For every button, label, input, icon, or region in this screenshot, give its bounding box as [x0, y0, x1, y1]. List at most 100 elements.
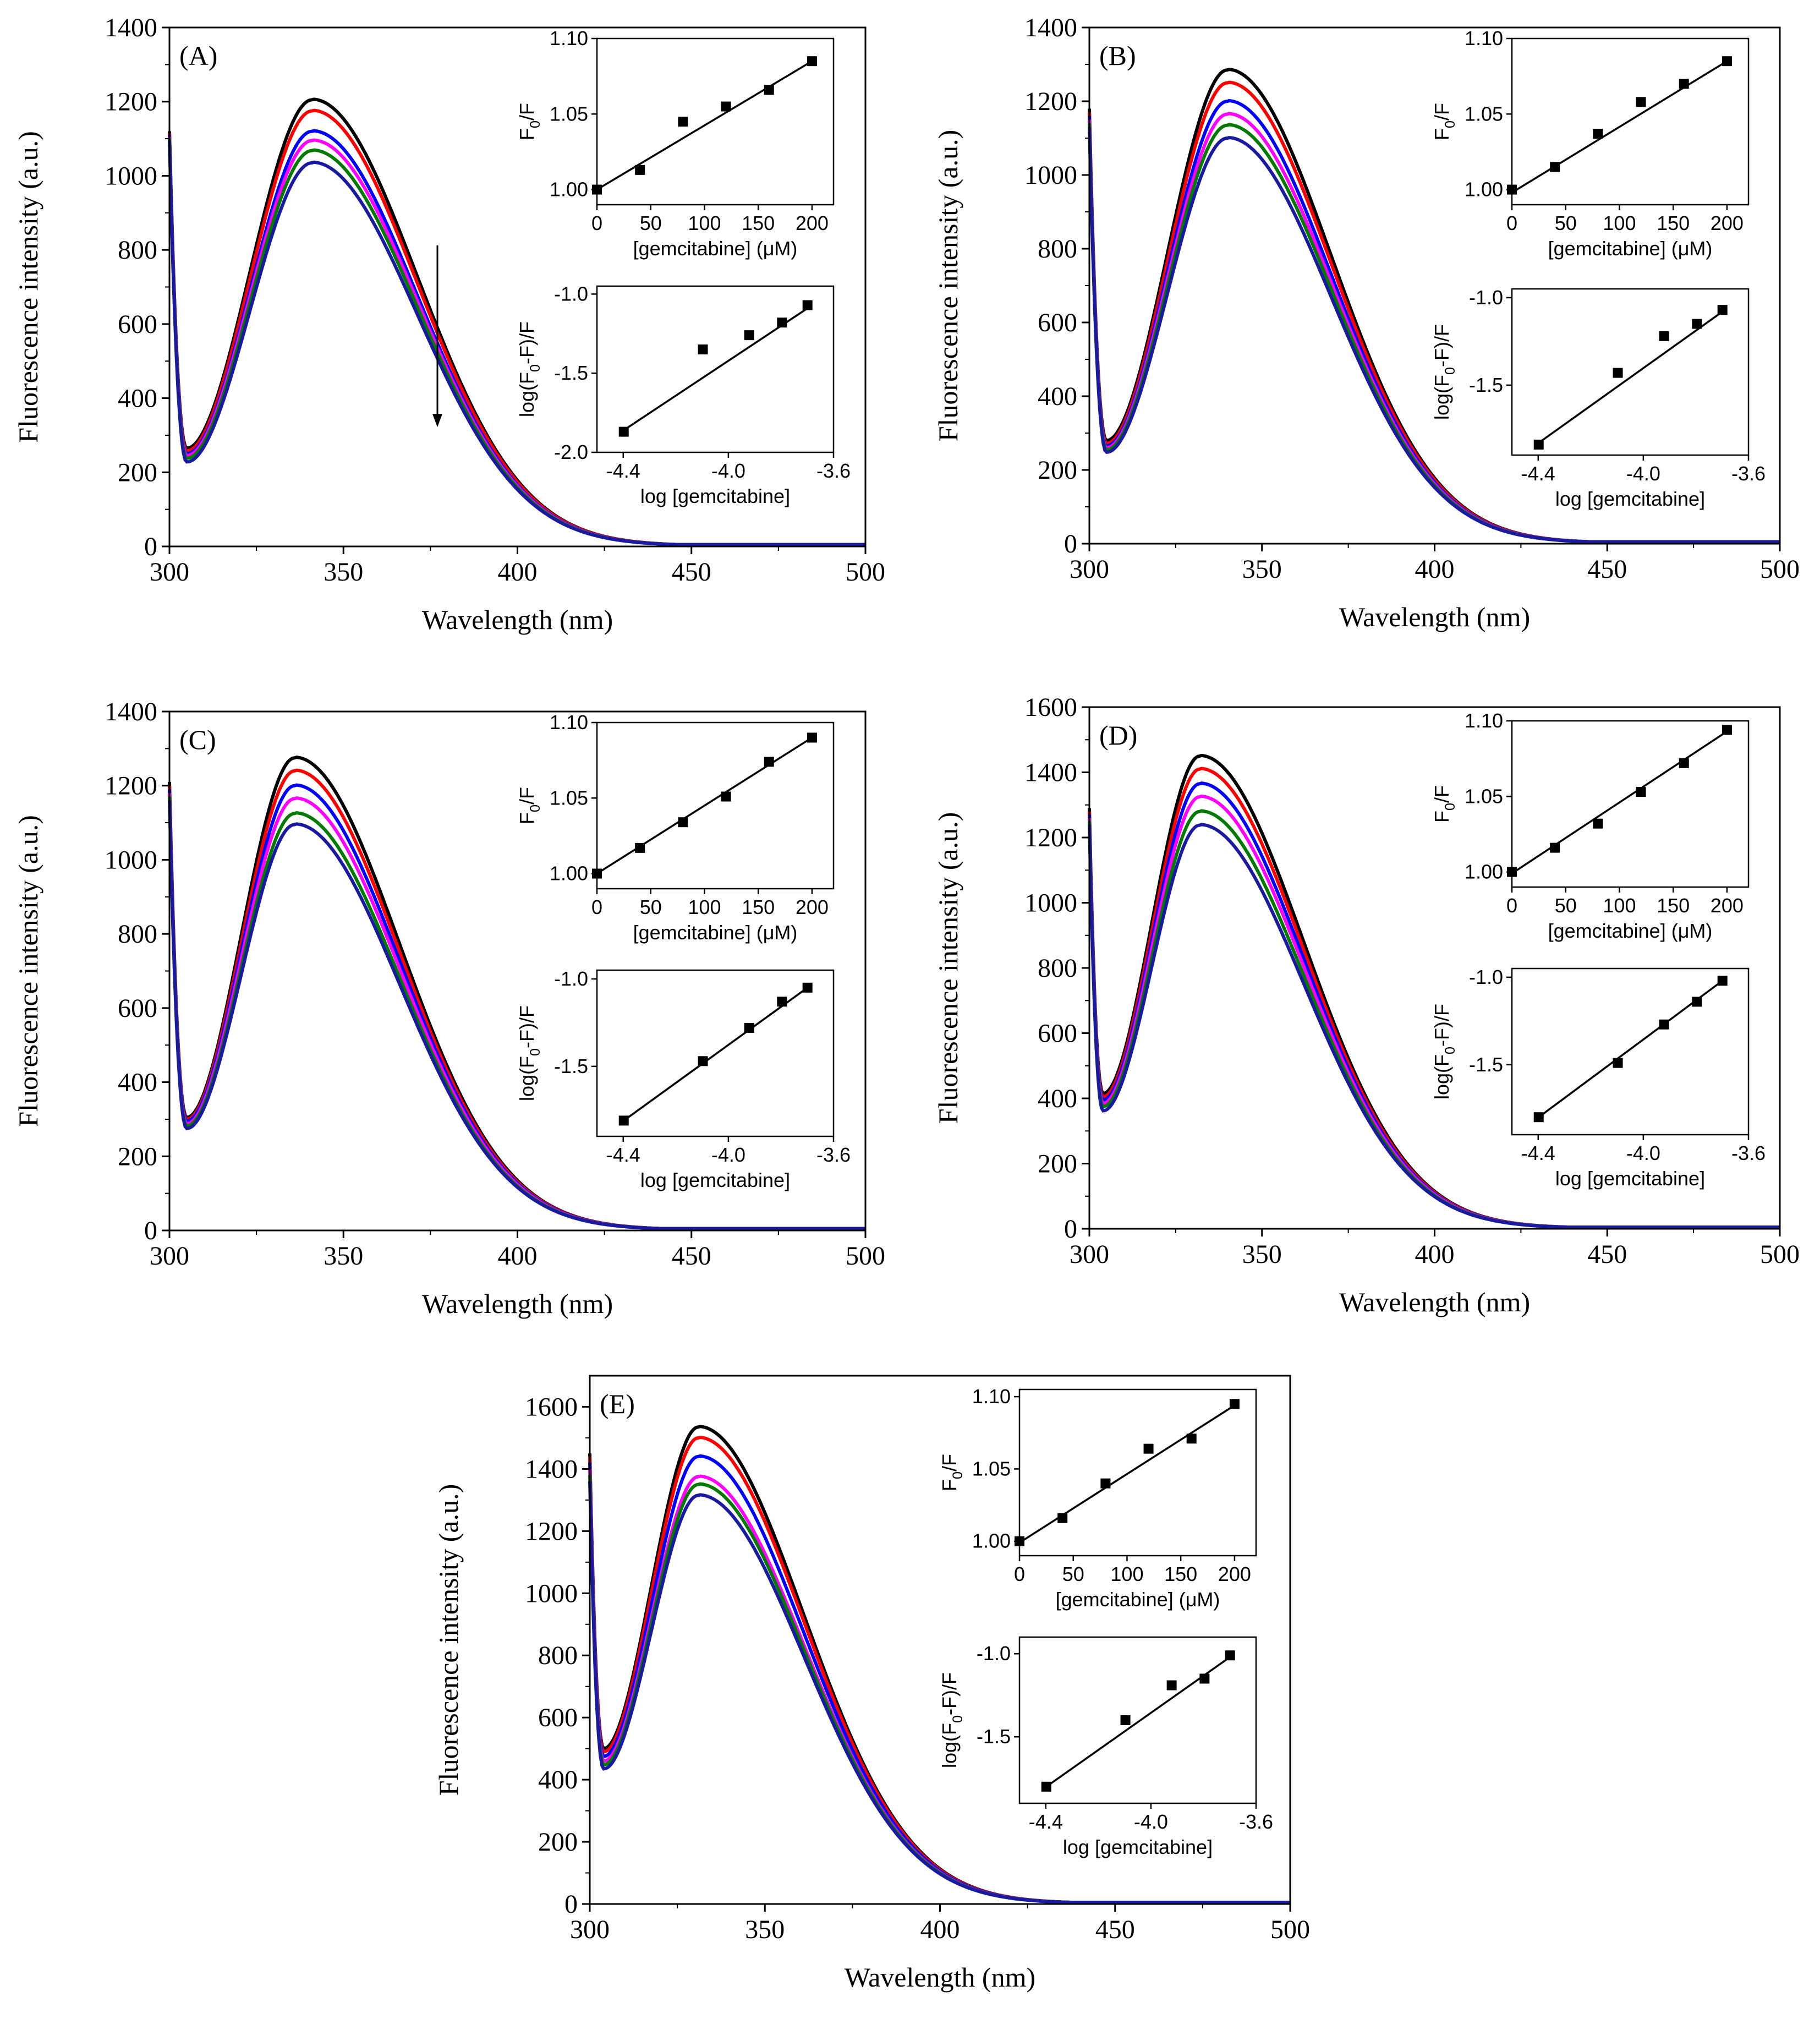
data-point-double-log-A	[802, 300, 813, 310]
quench-arrow-head-A	[432, 414, 443, 428]
inset-x-tick-label-stern-volmer-E: 100	[1110, 1563, 1143, 1585]
data-point-double-log-A	[777, 318, 787, 328]
inset-y-label-stern-volmer-A: F0/F	[516, 103, 543, 140]
y-axis-label-D: Fluorescence intensity (a.u.)	[933, 812, 963, 1124]
inset-x-tick-label-double-log-E: -4.4	[1029, 1810, 1063, 1833]
inset-x-label-stern-volmer-B: [gemcitabine] (μM)	[1548, 237, 1713, 260]
data-point-stern-volmer-B	[1636, 97, 1646, 107]
inset-x-tick-label-double-log-D: -4.0	[1626, 1142, 1660, 1164]
inset-y-tick-label-stern-volmer-D: 1.05	[1465, 785, 1503, 807]
y-tick-label-E: 200	[538, 1828, 578, 1857]
fit-line-stern-volmer-B	[1511, 60, 1728, 194]
inset-double-log-B: -4.4 -4.0 -3.6 -1.5 -1.0 log [gemcitabine] log…	[1430, 286, 1766, 510]
y-tick-label-D: 1200	[1024, 823, 1077, 852]
inset-y-tick-label-stern-volmer-E: 1.05	[972, 1457, 1011, 1480]
inset-x-tick-label-double-log-E: -4.0	[1134, 1810, 1168, 1833]
inset-x-tick-label-double-log-B: -3.6	[1731, 462, 1766, 485]
inset-y-tick-label-double-log-B: -1.5	[1469, 374, 1503, 396]
y-tick-label-B: 800	[1038, 234, 1077, 264]
inset-x-tick-label-stern-volmer-B: 50	[1555, 212, 1577, 234]
spectra-E	[588, 1425, 1290, 1905]
spectrum-line-A-6	[168, 140, 865, 546]
inset-y-label-stern-volmer-D: F0/F	[1430, 785, 1458, 823]
inset-x-tick-label-double-log-A: -4.4	[606, 459, 640, 482]
data-point-double-log-D	[1692, 997, 1702, 1007]
inset-stern-volmer-D: 0 50 100 150 200 1.00 1.05 1.10 [gemcitabine] (μ…	[1430, 709, 1750, 942]
inset-stern-volmer-C: 0 50 100 150 200 1.00 1.05 1.10 [gemcitabine] (μ…	[516, 711, 835, 944]
inset-x-tick-label-stern-volmer-D: 0	[1506, 894, 1517, 917]
inset-x-tick-label-stern-volmer-A: 50	[640, 212, 662, 234]
inset-x-label-stern-volmer-D: [gemcitabine] (μM)	[1548, 920, 1713, 942]
inset-x-tick-label-double-log-D: -4.4	[1521, 1142, 1555, 1164]
data-point-double-log-D	[1717, 976, 1728, 986]
inset-double-log-A: -4.4 -4.0 -3.6 -2.0 -1.5 -1.0 log [gemcitabine…	[516, 282, 851, 507]
inset-x-tick-label-stern-volmer-A: 200	[796, 212, 829, 234]
x-tick-label-A: 500	[846, 557, 885, 587]
inset-y-tick-label-stern-volmer-A: 1.10	[550, 27, 588, 50]
y-tick-label-C: 1200	[105, 772, 157, 801]
data-point-stern-volmer-E	[1143, 1443, 1154, 1454]
data-point-double-log-A	[744, 330, 754, 341]
x-tick-label-E: 300	[570, 1915, 610, 1944]
data-point-stern-volmer-E	[1229, 1399, 1240, 1409]
inset-y-label-stern-volmer-C: F0/F	[516, 787, 543, 824]
data-point-double-log-C	[744, 1022, 754, 1033]
inset-y-tick-label-double-log-A: -2.0	[554, 441, 588, 463]
inset-x-label-double-log-B: log [gemcitabine]	[1555, 488, 1705, 510]
x-axis-label-A: Wavelength (nm)	[422, 604, 613, 635]
y-tick-label-E: 1200	[525, 1517, 578, 1546]
inset-y-tick-label-double-log-B: -1.0	[1469, 286, 1503, 309]
inset-y-label-double-log-D: log(F0-F)/F	[1430, 1004, 1458, 1099]
x-tick-label-C: 350	[324, 1241, 363, 1271]
inset-frame-double-log-E	[1018, 1636, 1257, 1804]
main-plot-B: 300 350 400 450 5000200400600800100012001400…	[933, 13, 1800, 632]
data-point-stern-volmer-E	[1100, 1478, 1111, 1489]
y-axis-label-B: Fluorescence intensity (a.u.)	[933, 130, 963, 441]
inset-double-log-E: -4.4 -4.0 -3.6 -1.5 -1.0 log [gemcitabine] log…	[938, 1636, 1273, 1858]
spectra-B	[1088, 68, 1780, 544]
inset-x-tick-label-double-log-B: -4.0	[1626, 462, 1660, 485]
spectra-D	[1088, 753, 1780, 1229]
y-tick-label-A: 200	[118, 458, 157, 487]
x-tick-label-B: 500	[1760, 555, 1800, 584]
x-tick-label-B: 400	[1415, 555, 1455, 584]
data-point-double-log-B	[1692, 319, 1702, 329]
x-tick-label-B: 300	[1070, 555, 1109, 584]
x-tick-label-B: 450	[1587, 555, 1627, 584]
panel-label-E: (E)	[600, 1388, 635, 1419]
inset-y-tick-label-double-log-D: -1.0	[1469, 966, 1503, 988]
data-point-double-log-E	[1041, 1781, 1051, 1792]
y-axis-label-E: Fluorescence intensity (a.u.)	[433, 1484, 464, 1796]
x-tick-label-A: 300	[150, 557, 189, 587]
inset-double-log-D: -4.4 -4.0 -3.6 -1.5 -1.0 log [gemcitabine] log…	[1430, 966, 1766, 1190]
y-tick-label-E: 800	[538, 1641, 578, 1670]
inset-y-tick-label-stern-volmer-C: 1.10	[550, 711, 588, 734]
data-point-double-log-D	[1533, 1112, 1544, 1123]
inset-y-tick-label-stern-volmer-E: 1.00	[972, 1530, 1011, 1552]
data-point-stern-volmer-B	[1550, 162, 1560, 172]
x-tick-label-E: 400	[920, 1915, 960, 1944]
y-tick-label-E: 400	[538, 1765, 578, 1794]
inset-x-label-double-log-D: log [gemcitabine]	[1555, 1167, 1705, 1190]
x-tick-label-D: 400	[1415, 1240, 1455, 1269]
x-tick-label-D: 500	[1760, 1240, 1800, 1269]
data-point-double-log-C	[618, 1115, 629, 1126]
data-point-stern-volmer-C	[635, 842, 645, 853]
y-tick-label-E: 1600	[525, 1392, 578, 1421]
fit-line-stern-volmer-D	[1511, 730, 1728, 874]
data-point-double-log-A	[618, 426, 629, 437]
fit-line-double-log-D	[1538, 980, 1723, 1118]
inset-x-tick-label-double-log-C: -4.0	[711, 1143, 745, 1166]
inset-x-label-stern-volmer-E: [gemcitabine] (μM)	[1056, 1588, 1220, 1611]
inset-y-tick-label-stern-volmer-C: 1.00	[550, 862, 588, 885]
y-tick-label-B: 400	[1038, 382, 1077, 411]
inset-x-tick-label-stern-volmer-B: 0	[1506, 212, 1517, 234]
y-tick-label-A: 0	[144, 532, 157, 561]
data-point-double-log-B	[1533, 439, 1544, 450]
spectrum-line-B-6	[1088, 127, 1780, 544]
fit-line-stern-volmer-C	[596, 736, 813, 875]
data-point-stern-volmer-A	[635, 165, 645, 175]
inset-y-label-stern-volmer-B: F0/F	[1430, 103, 1458, 140]
inset-frame-stern-volmer-A	[596, 37, 835, 206]
data-point-stern-volmer-A	[807, 56, 817, 67]
